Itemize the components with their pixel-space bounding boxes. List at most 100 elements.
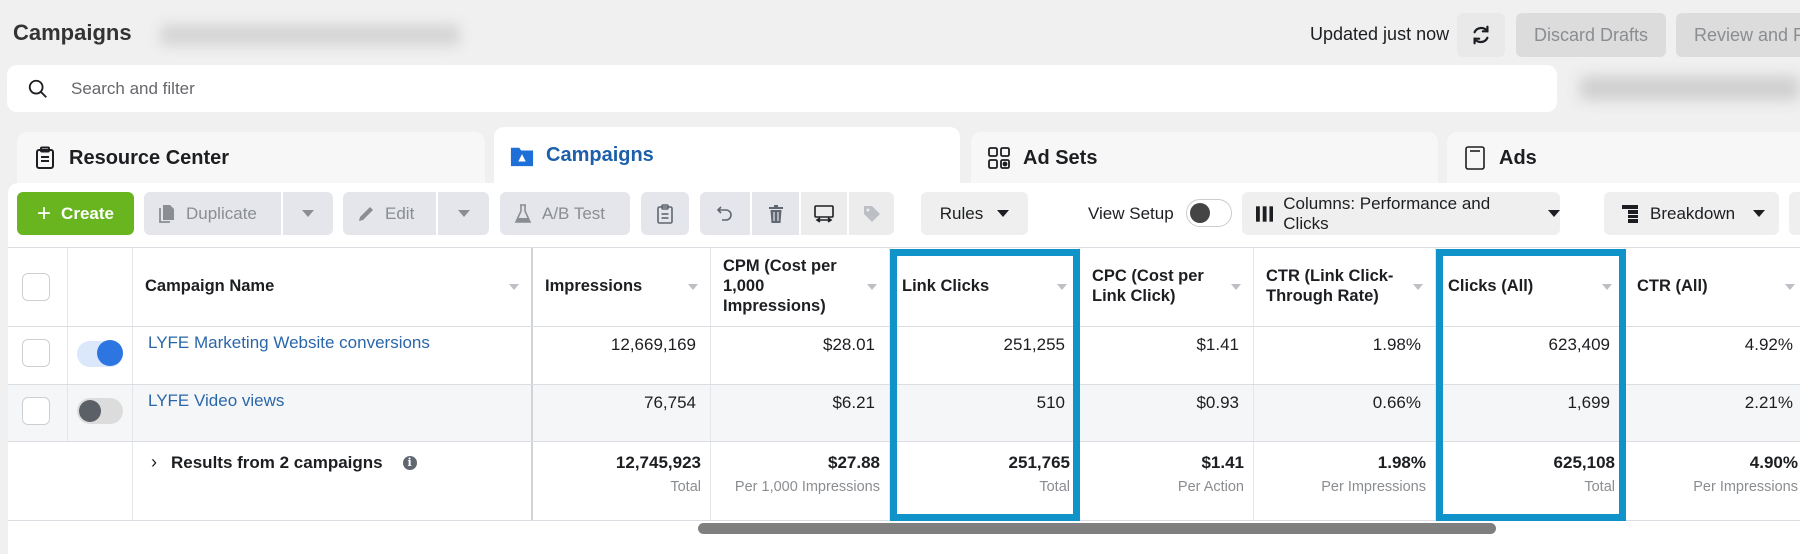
clicks-all-cell: 623,409: [1436, 327, 1625, 384]
select-all-checkbox[interactable]: [22, 273, 50, 301]
tab-label: Ads: [1499, 146, 1537, 169]
clipboard-button[interactable]: [641, 192, 689, 235]
discard-drafts-button[interactable]: Discard Drafts: [1516, 13, 1666, 57]
grid-icon: [987, 146, 1011, 170]
campaign-folder-icon: [510, 144, 534, 168]
review-and-publish-button[interactable]: Review and P: [1676, 13, 1800, 57]
header-label: CPC (Cost per Link Click): [1092, 267, 1204, 305]
toggle-knob: [1190, 203, 1210, 223]
ctr-all-cell: 2.21%: [1625, 385, 1800, 441]
total-sublabel: Per Action: [1177, 479, 1244, 495]
account-selector-blurred[interactable]: [160, 24, 460, 46]
chevron-right-icon[interactable]: ›: [151, 452, 157, 472]
row-checkbox[interactable]: [22, 397, 50, 425]
totals-row: › Results from 2 campaigns i 12,745,923 T…: [8, 442, 1800, 521]
cpm-cell: $28.01: [711, 327, 890, 384]
cell-value: $28.01: [823, 335, 875, 354]
sort-caret-icon[interactable]: [1785, 284, 1795, 290]
toggle-knob: [97, 340, 123, 366]
campaign-on-off-toggle[interactable]: [77, 398, 123, 424]
ctr-link-total-cell: 1.98% Per Impressions: [1254, 442, 1436, 520]
header-label: Link Clicks: [902, 277, 990, 296]
sort-caret-icon[interactable]: [1602, 284, 1612, 290]
total-sublabel: Total: [670, 479, 701, 495]
delete-button[interactable]: [752, 192, 799, 235]
columns-label: Columns: Performance and Clicks: [1283, 193, 1491, 233]
empty-cell: [8, 442, 68, 520]
edit-dropdown[interactable]: [438, 192, 489, 235]
ctr-link-cell: 1.98%: [1254, 327, 1436, 384]
table-row: LYFE Video views 76,754 $6.21 510 $0.93 …: [8, 385, 1800, 442]
column-header-cpm[interactable]: CPM (Cost per 1,000 Impressions): [711, 248, 890, 326]
horizontal-scrollbar[interactable]: [698, 523, 1496, 534]
sort-caret-icon[interactable]: [867, 284, 877, 290]
sort-caret-icon[interactable]: [688, 284, 698, 290]
columns-button[interactable]: Columns: Performance and Clicks: [1242, 192, 1560, 235]
caret-down-icon: [997, 210, 1010, 217]
campaign-name-cell: LYFE Marketing Website conversions: [133, 327, 533, 384]
link-clicks-total-cell: 251,765 Total: [890, 442, 1080, 520]
tab-ad-sets[interactable]: Ad Sets: [971, 132, 1438, 184]
column-header-link-clicks[interactable]: Link Clicks: [890, 248, 1080, 326]
campaign-name-link[interactable]: LYFE Marketing Website conversions: [148, 333, 430, 352]
sort-caret-icon[interactable]: [1413, 284, 1423, 290]
ab-test-button[interactable]: A/B Test: [500, 192, 630, 235]
impressions-cell: 12,669,169: [533, 327, 711, 384]
undo-icon: [716, 205, 732, 221]
page-title: Campaigns: [13, 20, 132, 45]
refresh-button[interactable]: [1457, 13, 1505, 57]
campaign-name-cell: LYFE Video views: [133, 385, 533, 441]
cell-value: 510: [1036, 393, 1065, 412]
breakdown-button[interactable]: Breakdown: [1604, 192, 1779, 235]
ctr-all-cell: 4.92%: [1625, 327, 1800, 384]
row-checkbox[interactable]: [22, 339, 50, 367]
date-range-blurred[interactable]: [1580, 76, 1800, 100]
ctr-all-total-cell: 4.90% Per Impressions: [1625, 442, 1800, 520]
results-summary[interactable]: › Results from 2 campaigns i: [151, 452, 417, 473]
toggle-knob: [79, 400, 101, 422]
campaign-name-link[interactable]: LYFE Video views: [148, 391, 285, 410]
link-clicks-cell: 251,255: [890, 327, 1080, 384]
clicks-all-total-cell: 625,108 Total: [1436, 442, 1625, 520]
total-value: $27.88: [828, 453, 880, 472]
sort-caret-icon[interactable]: [509, 284, 519, 290]
column-header-clicks-all[interactable]: Clicks (All): [1436, 248, 1625, 326]
sort-caret-icon[interactable]: [1231, 284, 1241, 290]
cell-value: $6.21: [832, 393, 875, 412]
campaign-on-off-toggle[interactable]: [77, 340, 123, 367]
create-button[interactable]: + Create: [17, 192, 134, 235]
ctr-link-cell: 0.66%: [1254, 385, 1436, 441]
duplicate-button[interactable]: Duplicate: [144, 192, 281, 235]
column-header-campaign-name[interactable]: Campaign Name: [133, 248, 533, 326]
duplicate-dropdown[interactable]: [283, 192, 333, 235]
tab-ads[interactable]: Ads: [1447, 132, 1800, 184]
flask-icon: [514, 203, 532, 223]
column-header-ctr-all[interactable]: CTR (All): [1625, 248, 1800, 326]
tab-label: Resource Center: [69, 146, 230, 169]
edit-button[interactable]: Edit: [343, 192, 436, 235]
edit-label: Edit: [385, 203, 415, 223]
tab-campaigns[interactable]: Campaigns: [494, 127, 960, 184]
cell-value: 0.66%: [1372, 393, 1421, 412]
undo-button[interactable]: [700, 192, 750, 235]
breakdown-label: Breakdown: [1650, 203, 1736, 223]
search-input[interactable]: Search and filter: [71, 78, 195, 98]
view-setup-toggle[interactable]: [1186, 199, 1232, 227]
tag-button[interactable]: [849, 192, 894, 235]
search-filter-bar[interactable]: Search and filter: [7, 65, 1557, 112]
updated-status: Updated just now: [1310, 24, 1450, 44]
search-icon: [28, 79, 47, 98]
sort-caret-icon[interactable]: [1057, 284, 1067, 290]
clipboard-icon: [657, 203, 673, 224]
cell-value: 2.21%: [1744, 393, 1793, 412]
column-header-cpc[interactable]: CPC (Cost per Link Click): [1080, 248, 1254, 326]
rules-button[interactable]: Rules: [921, 192, 1028, 235]
total-value: 4.90%: [1749, 453, 1798, 472]
more-toolbar-button[interactable]: [1789, 192, 1800, 235]
column-header-impressions[interactable]: Impressions: [533, 248, 711, 326]
column-header-ctr-link[interactable]: CTR (Link Click-Through Rate): [1254, 248, 1436, 326]
tab-resource-center[interactable]: Resource Center: [17, 132, 485, 184]
compare-button[interactable]: [801, 192, 847, 235]
info-icon[interactable]: i: [402, 455, 417, 470]
swap-icon: [814, 204, 834, 223]
